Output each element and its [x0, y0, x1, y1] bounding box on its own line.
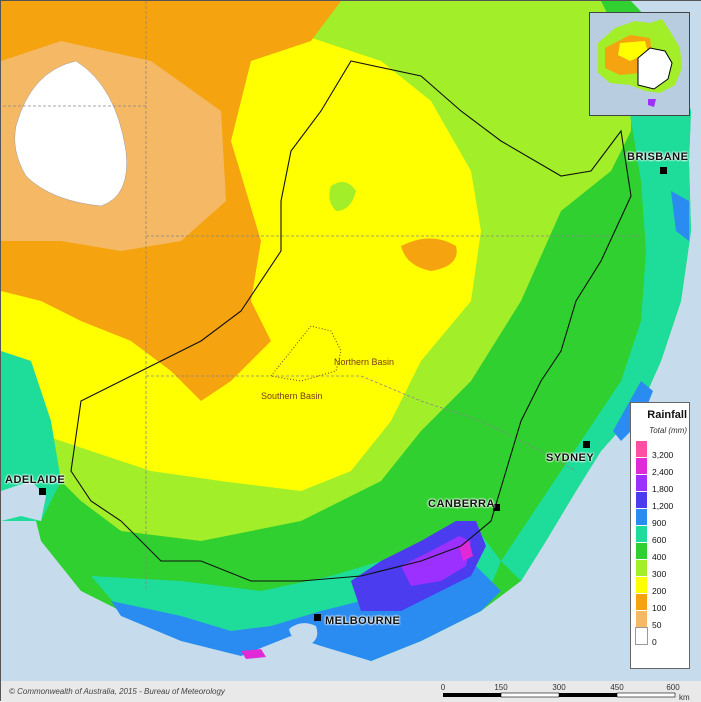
basin-label-northern: Northern Basin	[334, 357, 395, 367]
inset-svg	[598, 19, 682, 107]
scale-bar: 0 150 300 450 600 km	[440, 683, 690, 702]
scale-tick-300: 300	[552, 683, 566, 692]
legend-label: 50	[652, 620, 662, 630]
legend-swatch	[636, 560, 647, 576]
legend-swatch	[636, 492, 647, 508]
city-label-canberra: CANBERRA	[428, 498, 495, 510]
melbourne-marker	[314, 614, 321, 621]
zone-900-east	[671, 191, 689, 241]
city-label-adelaide: ADELAIDE	[5, 474, 66, 486]
city-label-brisbane: BRISBANE	[627, 151, 689, 163]
legend-label: 2,400	[652, 467, 674, 477]
legend: Rainfall Total (mm) 3,200 2,400 1,800 1,200…	[630, 402, 690, 669]
legend-label: 300	[652, 569, 667, 579]
legend-swatch	[636, 526, 647, 542]
legend-swatch	[636, 458, 647, 474]
footer: © Commonwealth of Australia, 2015 - Bure…	[1, 681, 701, 702]
zone-100-patch	[401, 238, 457, 271]
copyright-text: © Commonwealth of Australia, 2015 - Bure…	[9, 687, 225, 696]
legend-swatch	[636, 594, 647, 610]
rainfall-map[interactable]	[1, 1, 701, 681]
basin-boundary	[70, 60, 632, 582]
canberra-marker	[493, 504, 500, 511]
zone-600-east	[501, 41, 691, 581]
inset-tasmania	[648, 99, 656, 107]
basin-label-southern: Southern Basin	[261, 391, 323, 401]
zone-900-south	[111, 561, 501, 661]
legend-subtitle: Total (mm)	[649, 426, 687, 435]
scale-tick-150: 150	[494, 683, 508, 692]
scale-tick-450: 450	[610, 683, 624, 692]
legend-swatch	[636, 441, 647, 457]
legend-label: 600	[652, 535, 667, 545]
legend-label: 200	[652, 586, 667, 596]
gulf-st-vincent	[1, 481, 46, 521]
scale-unit: km	[679, 693, 690, 702]
legend-label: 3,200	[652, 450, 674, 460]
legend-swatch	[636, 475, 647, 491]
scale-tick-0: 0	[440, 683, 446, 692]
legend-label: 1,800	[652, 484, 674, 494]
legend-swatch	[635, 627, 648, 645]
legend-label: 900	[652, 518, 667, 528]
legend-label: 0	[652, 637, 657, 647]
zone-2400-south	[241, 649, 266, 659]
inset-locator-map[interactable]	[589, 12, 690, 116]
brisbane-marker	[660, 167, 667, 174]
city-label-melbourne: MELBOURNE	[325, 615, 401, 627]
legend-title: Rainfall	[647, 409, 687, 421]
scale-tick-600: 600	[666, 683, 680, 692]
legend-label: 1,200	[652, 501, 674, 511]
legend-swatch	[636, 611, 647, 627]
city-label-sydney: SYDNEY	[546, 452, 595, 464]
scale-bar-graphic	[443, 692, 676, 698]
port-phillip-bay	[289, 623, 318, 646]
zone-0-lake	[14, 60, 127, 207]
adelaide-marker	[39, 488, 46, 495]
zone-600-west	[1, 351, 61, 521]
legend-swatch	[636, 577, 647, 593]
legend-label: 400	[652, 552, 667, 562]
legend-swatch	[636, 509, 647, 525]
zone-2400-alps	[459, 541, 473, 561]
legend-label: 100	[652, 603, 667, 613]
inset-region-highlight	[637, 47, 673, 90]
zone-300-patch	[329, 182, 356, 211]
legend-swatch	[636, 543, 647, 559]
state-borders	[1, 1, 641, 591]
sydney-marker	[583, 441, 590, 448]
